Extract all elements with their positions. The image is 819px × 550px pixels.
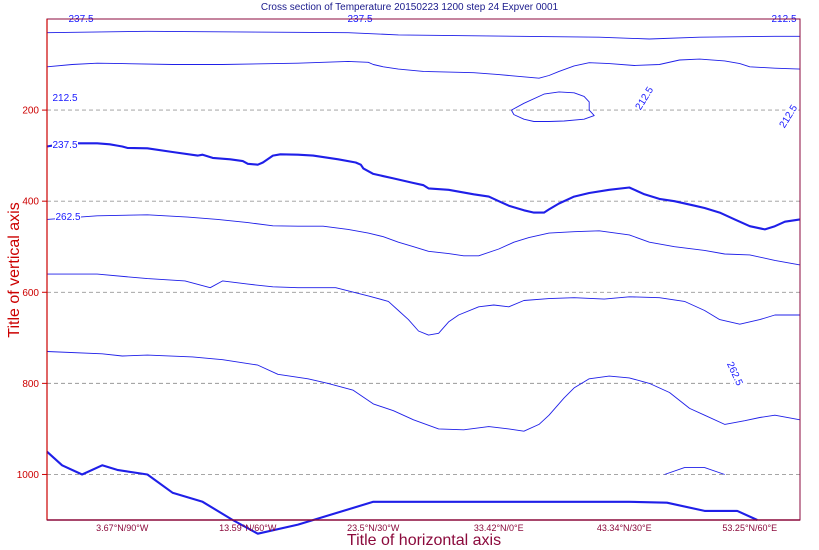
x-tick-label: 33.42°N/0°E bbox=[474, 523, 524, 533]
y-tick-label: 600 bbox=[22, 288, 39, 299]
contour-label: 262.5 bbox=[724, 360, 745, 388]
contour-line-237.5 bbox=[46, 450, 758, 535]
contour-label-bg bbox=[52, 139, 78, 150]
contour-line-262.5 bbox=[46, 214, 801, 266]
y-tick-label: 1000 bbox=[17, 470, 40, 481]
contour-label-bg bbox=[724, 359, 746, 388]
contour-line-262.5 bbox=[47, 273, 800, 336]
y-tick-label: 200 bbox=[22, 106, 39, 117]
contour-line-262.5 bbox=[46, 351, 801, 432]
contour-label: 262.5 bbox=[55, 212, 80, 223]
grid bbox=[47, 109, 800, 475]
contour-lines bbox=[46, 30, 801, 535]
contour-line-212.5 bbox=[46, 30, 800, 40]
contour-line-262.5 bbox=[664, 467, 725, 475]
x-axis-title: Title of horizontal axis bbox=[347, 532, 501, 549]
y-tick-label: 400 bbox=[22, 197, 39, 208]
contour-labels: 237.5 237.5212.5212.5212.5212.5237.5262.5… bbox=[52, 13, 800, 388]
x-tick-label: 23.5°N/30°W bbox=[347, 523, 400, 533]
contour-label-bg bbox=[776, 102, 800, 131]
chart-title: Cross section of Temperature 20150223 12… bbox=[261, 2, 559, 13]
plot-frame bbox=[46, 18, 801, 521]
x-tick-label: 3.67°N/90°W bbox=[96, 523, 149, 533]
contour-label: 212.5 bbox=[52, 93, 77, 104]
contour-line-212.5 bbox=[46, 58, 801, 79]
contour-label-bg bbox=[632, 84, 656, 113]
contour-line-237.5 bbox=[46, 142, 801, 231]
x-ticks: 3.67°N/90°W 13.59°N/60°W 23.5°N/30°W 33.42°… bbox=[96, 523, 777, 533]
x-tick-label: 53.25°N/60°E bbox=[722, 523, 777, 533]
contour-label-bg bbox=[52, 92, 78, 103]
contour-label-bg bbox=[55, 211, 81, 222]
x-tick-label: 13.59°N/60°W bbox=[219, 523, 277, 533]
y-ticks: 200 400 600 800 1000 bbox=[17, 106, 47, 481]
y-axis-title: Title of vertical axis bbox=[6, 202, 23, 337]
x-tick-label: 43.34°N/30°E bbox=[597, 523, 652, 533]
contour-line-212.5 bbox=[511, 91, 595, 122]
contour-label: 237.5 bbox=[52, 140, 77, 151]
y-tick-label: 800 bbox=[22, 379, 39, 390]
